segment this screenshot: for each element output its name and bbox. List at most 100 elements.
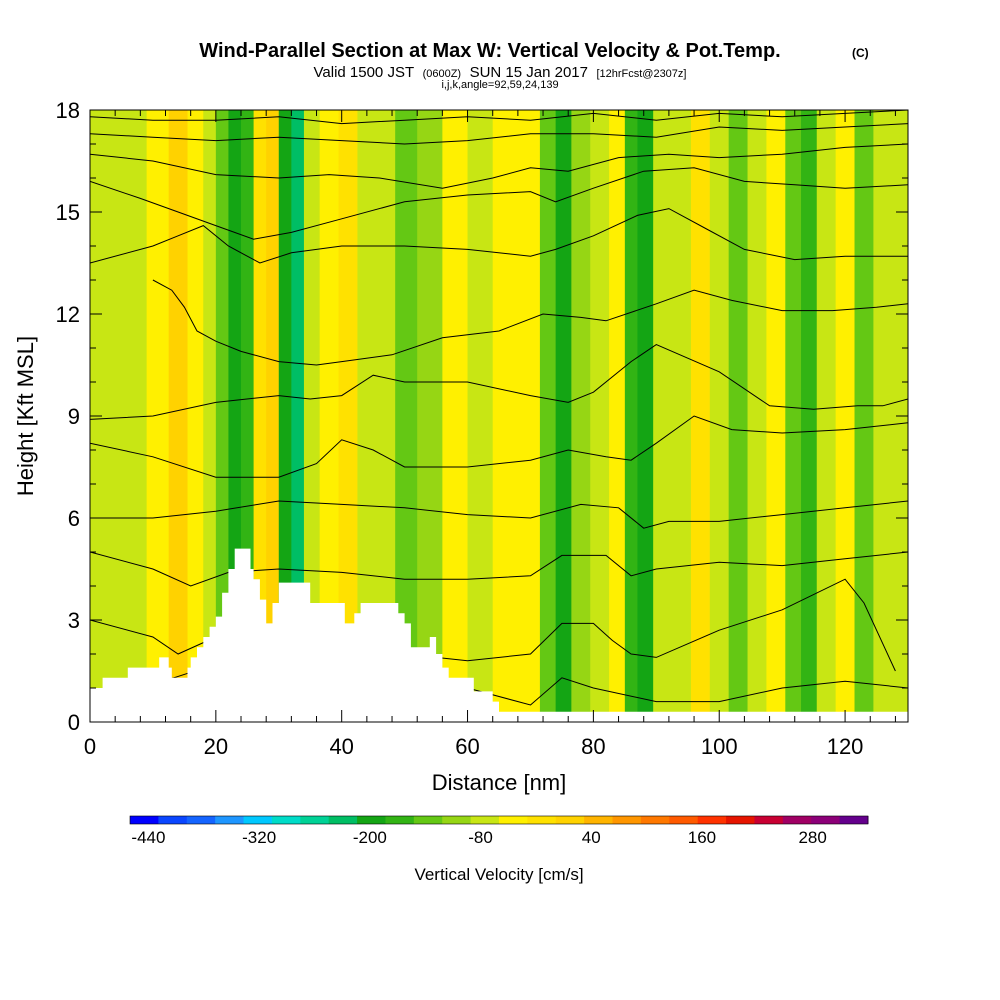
colorbar-swatch: [130, 816, 159, 824]
colorbar-swatch: [442, 816, 472, 824]
isentrope-line: [90, 415, 908, 478]
terrain: [90, 548, 908, 722]
y-tick-label: 18: [56, 98, 80, 123]
isentrope-line: [90, 123, 908, 145]
x-axis-label: Distance [nm]: [432, 770, 567, 795]
colorbar-swatch: [726, 816, 755, 824]
chart-subtitle: Valid 1500 JST (0600Z) SUN 15 Jan 2017 […: [314, 64, 687, 81]
y-tick-label: 12: [56, 302, 80, 327]
velocity-column: [121, 110, 148, 722]
isentrope-line: [90, 167, 908, 240]
colorbar-tick-labels: -440 -320 -200 -80 40 160 280: [131, 828, 826, 847]
subtitle-valid: Valid 1500 JST: [314, 64, 415, 81]
chart-title-mark: (C): [852, 46, 869, 60]
colorbar-swatch: [612, 816, 642, 824]
chart-title: Wind-Parallel Section at Max W: Vertical…: [199, 40, 780, 62]
colorbar-swatch: [697, 816, 727, 824]
velocity-column: [417, 110, 443, 722]
velocity-column: [303, 110, 321, 722]
colorbar-swatch: [499, 816, 528, 824]
colorbar-tick-label: -440: [131, 828, 165, 847]
velocity-column: [766, 110, 786, 722]
velocity-column: [442, 110, 469, 722]
velocity-column: [395, 110, 418, 722]
velocity-column: [801, 110, 818, 722]
colorbar-swatch: [470, 816, 500, 824]
x-tick-label: 120: [827, 734, 864, 759]
x-tick-label: 40: [329, 734, 353, 759]
x-tick-labels: 0 20 40 60 80 100 120: [84, 734, 864, 759]
velocity-column: [338, 110, 359, 722]
colorbar-swatch: [215, 816, 245, 824]
y-tick-label: 9: [68, 404, 80, 429]
velocity-column: [168, 110, 189, 722]
isentrope-contours: [90, 110, 908, 706]
subtitle-fcst: [12hrFcst@2307z]: [596, 68, 686, 80]
colorbar-swatch: [754, 816, 784, 824]
velocity-column: [203, 110, 217, 722]
subtitle-zulu: (0600Z): [423, 68, 462, 80]
colorbar-tick-label: -80: [468, 828, 493, 847]
velocity-column: [357, 110, 377, 722]
axis-ticks: [89, 109, 908, 723]
y-tick-label: 15: [56, 200, 80, 225]
colorbar-swatch: [385, 816, 415, 824]
velocity-column: [571, 110, 591, 722]
colorbar-swatch: [839, 816, 869, 824]
x-tick-label: 20: [204, 734, 228, 759]
velocity-column: [555, 110, 572, 722]
terrain-profile: [90, 548, 908, 722]
y-tick-label: 6: [68, 506, 80, 531]
colorbar-swatch: [555, 816, 585, 824]
y-tick-label: 0: [68, 710, 80, 735]
isentrope-line: [90, 143, 908, 189]
x-tick-label: 80: [581, 734, 605, 759]
velocity-column: [747, 110, 768, 722]
velocity-column: [517, 110, 541, 722]
velocity-column: [215, 110, 230, 722]
y-tick-labels: 0 3 6 9 12 15 18: [56, 98, 80, 735]
velocity-column: [854, 110, 874, 722]
isentrope-line: [90, 500, 908, 529]
velocity-column: [492, 110, 519, 722]
colorbar-swatch: [271, 816, 301, 824]
colorbar-swatch: [527, 816, 557, 824]
colorbar-swatch: [158, 816, 188, 824]
isentrope-line: [90, 208, 908, 264]
velocity-column: [376, 110, 396, 722]
colorbar-frame: [129, 815, 869, 825]
isentrope-line: [90, 110, 908, 125]
colorbar-tick-label: -320: [242, 828, 276, 847]
colorbar-tick-label: -200: [353, 828, 387, 847]
velocity-column: [873, 110, 893, 722]
velocity-column: [653, 110, 673, 722]
colorbar-swatch: [357, 816, 386, 824]
velocity-column: [590, 110, 610, 722]
y-tick-label: 3: [68, 608, 80, 633]
velocity-column: [835, 110, 856, 722]
x-tick-label: 100: [701, 734, 738, 759]
x-tick-label: 60: [455, 734, 479, 759]
colorbar-tick-label: 40: [582, 828, 601, 847]
colorbar: [129, 815, 869, 825]
colorbar-swatch: [640, 816, 670, 824]
subtitle-date: SUN 15 Jan 2017: [470, 64, 588, 81]
velocity-column: [467, 110, 494, 722]
isentrope-line: [152, 279, 908, 366]
colorbar-swatch: [584, 816, 614, 824]
velocity-column: [637, 110, 654, 722]
colorbar-swatch: [186, 816, 216, 824]
velocity-column: [728, 110, 749, 722]
velocity-column: [609, 110, 626, 722]
colorbar-tick-label: 280: [798, 828, 826, 847]
velocity-column: [253, 110, 267, 722]
velocity-column: [624, 110, 639, 722]
chart-subtitle-ijk: i,j,k,angle=92,59,24,139: [441, 79, 558, 91]
velocity-column: [291, 110, 305, 722]
y-axis-label: Height [Kft MSL]: [13, 336, 38, 496]
colorbar-swatch: [328, 816, 358, 824]
velocity-column: [672, 110, 692, 722]
velocity-column: [690, 110, 711, 722]
colorbar-label: Vertical Velocity [cm/s]: [414, 865, 583, 884]
